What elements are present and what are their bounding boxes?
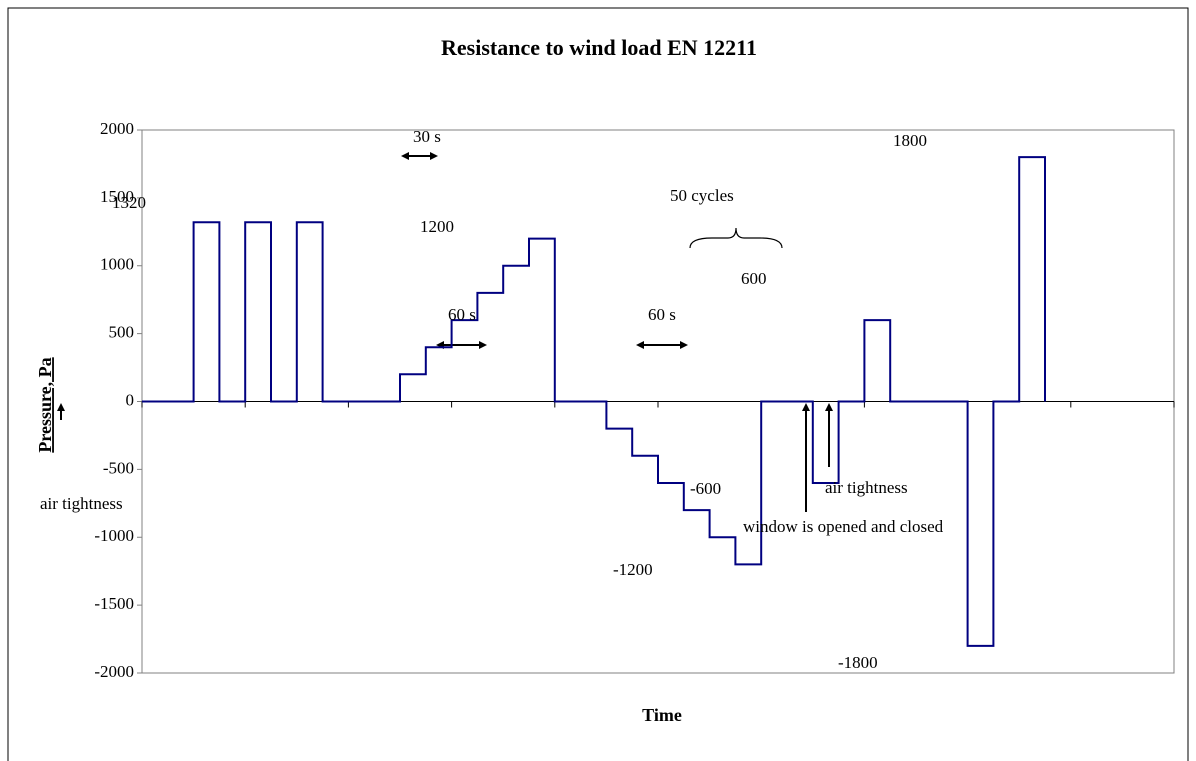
y-axis-label: Pressure, Pa [35, 357, 55, 452]
annotation: 60 s [448, 305, 476, 324]
chart-title: Resistance to wind load EN 12211 [441, 35, 757, 60]
y-tick-label: 1500 [100, 187, 134, 206]
y-tick-label: 0 [126, 390, 135, 409]
y-tick-label: -1500 [94, 594, 134, 613]
annotation: 600 [741, 269, 767, 288]
chart-frame [7, 7, 1189, 761]
y-tick-label: 500 [109, 323, 135, 342]
annotation: 1200 [420, 217, 454, 236]
y-tick-label: -2000 [94, 662, 134, 681]
annotation: 30 s [413, 127, 441, 146]
y-tick-label: 1000 [100, 255, 134, 274]
y-tick-label: -1000 [94, 526, 134, 545]
annotation: -1800 [838, 653, 878, 672]
brace [689, 227, 783, 249]
annotation: -600 [690, 479, 721, 498]
annotation: air tightness [825, 478, 908, 497]
y-tick-label: 2000 [100, 119, 134, 138]
arrows [57, 152, 833, 512]
series-line [142, 156, 1046, 647]
annotation: -1200 [613, 560, 653, 579]
annotation: 1320 [112, 193, 146, 212]
annotation: 50 cycles [670, 186, 734, 205]
annotation: air tightness [40, 494, 123, 513]
y-tick-label: -500 [103, 458, 134, 477]
annotation: window is opened and closed [743, 517, 944, 536]
annotation: 1800 [893, 131, 927, 150]
annotation: 60 s [648, 305, 676, 324]
x-axis-label: Time [642, 705, 682, 725]
